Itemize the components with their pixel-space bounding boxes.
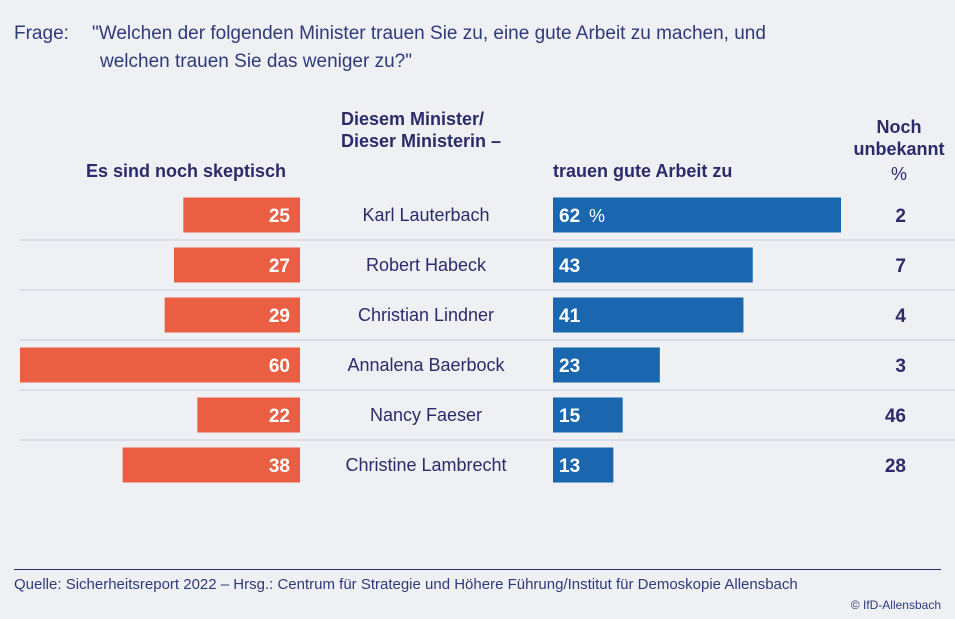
question-label: Frage:	[14, 23, 69, 44]
bar-label-trust: 13	[559, 456, 580, 477]
header-center-line1: Diesem Minister/	[341, 109, 485, 129]
bar-label-skeptical: 38	[269, 456, 290, 477]
bar-label-trust: 62	[559, 206, 580, 227]
question-text-line2: welchen trauen Sie das weniger zu?"	[100, 51, 412, 72]
bar-trust	[553, 297, 744, 333]
bar-label-skeptical: 60	[269, 356, 290, 377]
bar-label-trust: 43	[559, 256, 580, 277]
bar-label-skeptical: 22	[269, 406, 290, 427]
bar-skeptical	[197, 397, 300, 433]
unknown-value: 4	[895, 306, 906, 327]
question-text-line1: "Welchen der folgenden Minister trauen S…	[92, 23, 766, 44]
bar-trust	[553, 197, 841, 233]
header-left: Es sind noch skeptisch	[86, 161, 287, 181]
header-right-unit: %	[890, 164, 907, 184]
bar-skeptical	[122, 447, 301, 483]
header-center: Diesem Minister/ Dieser Ministerin –	[341, 108, 501, 152]
header-right-line1: Noch	[876, 117, 922, 137]
bar-label-skeptical: 27	[269, 256, 290, 277]
bar-skeptical	[183, 197, 300, 233]
minister-name: Christine Lambrecht	[345, 455, 506, 475]
header-right-line2: unbekannt	[853, 139, 945, 159]
copyright-text: © IfD-Allensbach	[850, 598, 941, 612]
bar-label-skeptical: 25	[269, 206, 291, 227]
percent-sign: %	[589, 206, 605, 226]
bar-skeptical	[174, 247, 300, 283]
unknown-value: 2	[895, 206, 906, 227]
bar-label-trust: 41	[559, 306, 581, 327]
bar-trust	[553, 397, 623, 433]
question-text: "Welchen der folgenden Minister trauen S…	[92, 20, 932, 76]
bar-skeptical	[20, 347, 300, 383]
chart: 25 Karl Lauterbach 62% 227 Robert Habeck 43 72…	[20, 197, 955, 483]
bar-label-skeptical: 29	[269, 306, 290, 327]
bar-skeptical	[164, 297, 300, 333]
bar-trust	[553, 447, 614, 483]
header-right: Noch unbekannt %	[844, 116, 954, 185]
bar-trust	[553, 347, 660, 383]
unknown-value: 3	[895, 356, 906, 377]
footer-divider	[14, 569, 941, 570]
unknown-value: 46	[885, 406, 906, 427]
bar-label-trust: 15	[559, 406, 581, 427]
header-middle: trauen gute Arbeit zu	[553, 161, 733, 181]
unknown-value: 7	[895, 256, 906, 277]
minister-name: Christian Lindner	[358, 305, 494, 325]
minister-name: Annalena Baerbock	[347, 355, 505, 375]
bar-label-trust: 23	[559, 356, 580, 377]
minister-name: Robert Habeck	[366, 255, 487, 275]
minister-name: Nancy Faeser	[370, 405, 482, 425]
header-center-line2: Dieser Ministerin –	[341, 131, 502, 151]
source-text: Quelle: Sicherheitsreport 2022 – Hrsg.: …	[14, 576, 798, 593]
minister-name: Karl Lauterbach	[362, 205, 489, 225]
bar-trust	[553, 247, 753, 283]
unknown-value: 28	[885, 456, 906, 477]
